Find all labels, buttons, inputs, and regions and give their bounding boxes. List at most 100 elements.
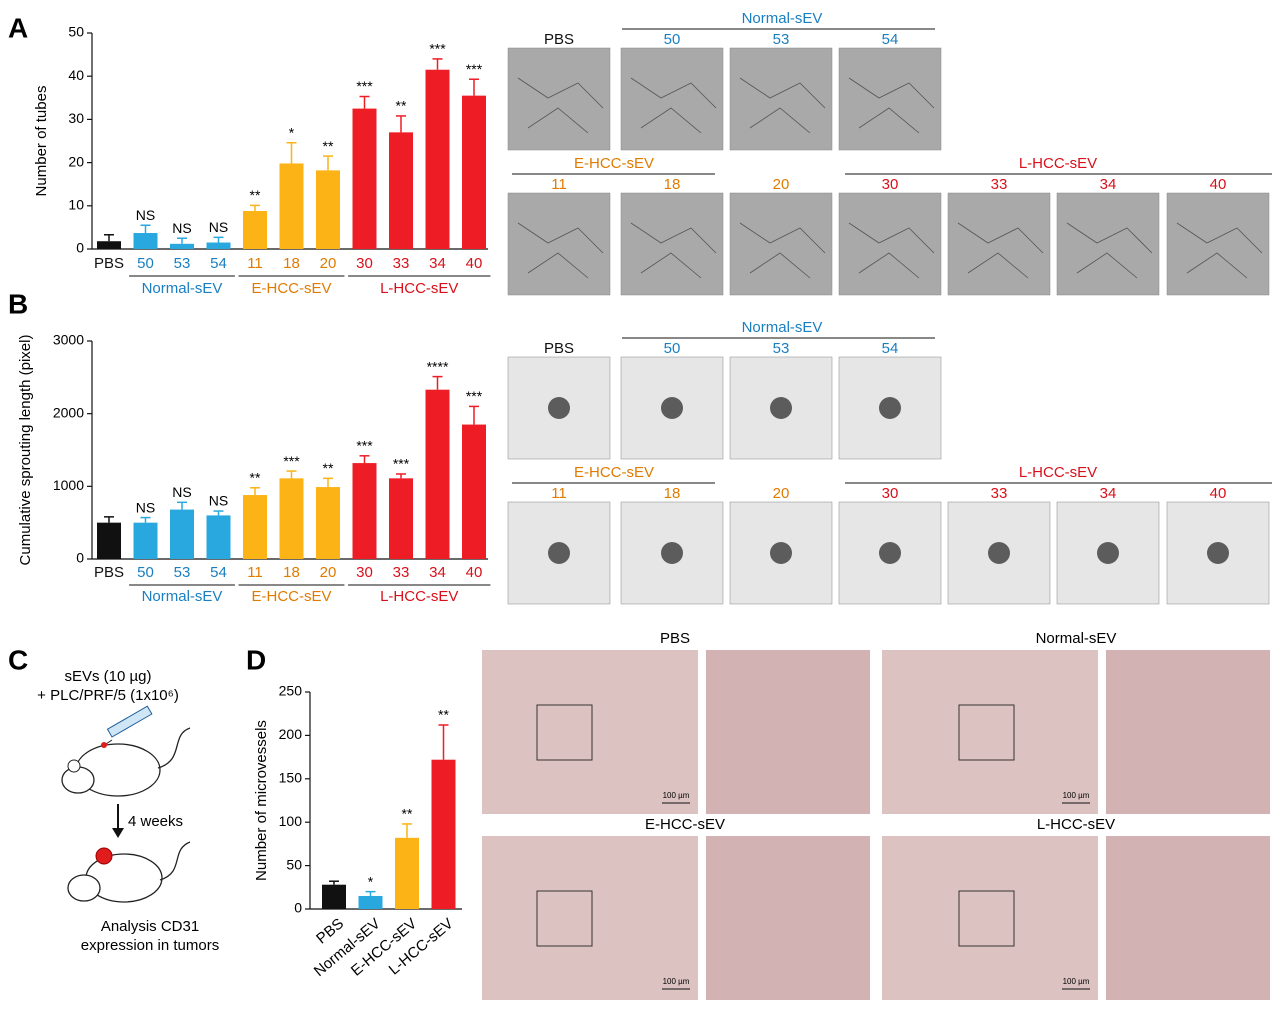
significance-label: *** [466,388,483,404]
y-tick-label: 2000 [53,404,84,420]
significance-label: NS [172,484,191,500]
image-label: 53 [773,340,790,357]
x-tick-label: 30 [356,255,373,272]
significance-label: *** [283,453,300,469]
spheroid [879,542,901,564]
ihc-zoom [706,836,870,1000]
x-tick-label: 11 [247,255,263,272]
image-label: 18 [664,485,681,502]
scale-bar-label: 100 µm [663,977,690,986]
micrograph [838,47,942,151]
y-axis-label: Cumulative sprouting length (pixel) [17,335,34,566]
significance-label: * [368,873,374,889]
y-tick-label: 3000 [53,332,84,348]
bar [97,522,121,559]
spheroid [548,397,570,419]
x-tick-label: 53 [174,255,191,272]
zoom-box [958,704,1015,761]
tube-network [739,77,826,134]
bar [352,463,377,559]
ihc-zoom [1106,650,1270,814]
significance-label: **** [427,358,449,374]
tube-network [630,77,717,134]
x-tick-label: 50 [137,564,154,581]
schematic-text: sEVs (10 µg) [64,668,151,685]
image-label: 54 [882,340,899,357]
micrograph [729,47,833,151]
schematic-text: expression in tumors [81,937,219,954]
significance-label: *** [356,78,373,94]
y-axis-label: Number of tubes [33,86,50,197]
image-label: E-HCC-sEV [645,816,725,833]
image-label: L-HCC-sEV [1037,816,1115,833]
bar [170,243,194,249]
x-tick-label: 18 [283,255,300,272]
y-tick-label: 20 [68,153,84,169]
x-tick-label: 20 [320,255,337,272]
x-tick-label: 18 [283,564,300,581]
group-label: L-HCC-sEV [380,588,458,605]
panel-label: A [8,12,28,43]
x-tick-label: 33 [393,564,410,581]
scale-bar-label: 100 µm [663,791,690,800]
y-tick-label: 30 [68,110,84,126]
significance-label: ** [323,460,334,476]
bar [206,242,231,249]
spheroid [879,397,901,419]
y-tick-label: 0 [76,550,84,566]
micrograph [620,47,724,151]
x-tick-label: 34 [429,564,446,581]
bar [322,884,346,909]
panel-label: C [8,644,28,675]
panel-label: D [246,644,266,675]
bar [425,389,450,559]
significance-label: NS [209,219,228,235]
image-label: 50 [664,340,681,357]
bar [462,95,486,249]
x-tick-label: 40 [466,255,483,272]
y-tick-label: 1000 [53,477,84,493]
bar [279,163,304,249]
y-axis-label: Number of microvessels [253,720,270,881]
schematic: sEVs (10 µg) + PLC/PRF/5 (1x10⁶) 4 weeks… [37,668,219,954]
image-label: 18 [664,176,681,193]
y-tick-label: 150 [279,770,303,786]
image-label: 11 [551,485,567,502]
image-label: PBS [660,630,690,647]
spheroid [988,542,1010,564]
image-label: 20 [773,176,790,193]
group-label: E-HCC-sEV [251,588,331,605]
tube-network [848,77,935,134]
bar [462,424,486,559]
significance-label: * [289,124,295,140]
image-label: PBS [544,31,574,48]
significance-label: ** [402,806,413,822]
x-tick-label: 33 [393,255,410,272]
image-label: 50 [664,31,681,48]
image-label: 33 [991,176,1008,193]
image-group-label: L-HCC-sEV [1019,464,1097,481]
image-label: 33 [991,485,1008,502]
significance-label: *** [393,456,410,472]
tube-network [1066,222,1153,279]
image-label: 11 [551,176,567,193]
ihc-overview [482,650,698,814]
significance-label: *** [356,438,373,454]
spheroid [548,542,570,564]
scale-bar-label: 100 µm [1063,977,1090,986]
image-group-label: Normal-sEV [742,319,823,336]
group-label: E-HCC-sEV [251,280,331,297]
significance-label: ** [250,469,261,485]
scale-bar-label: 100 µm [1063,791,1090,800]
x-tick-label: 54 [210,255,227,272]
image-label: PBS [544,340,574,357]
significance-label: NS [172,220,191,236]
micrograph [729,356,833,460]
tube-network [957,222,1044,279]
ihc-zoom [1106,836,1270,1000]
tube-network [517,77,604,134]
zoom-box [536,890,593,947]
image-label: 20 [773,485,790,502]
bar [133,522,158,559]
significance-label: ** [250,187,261,203]
